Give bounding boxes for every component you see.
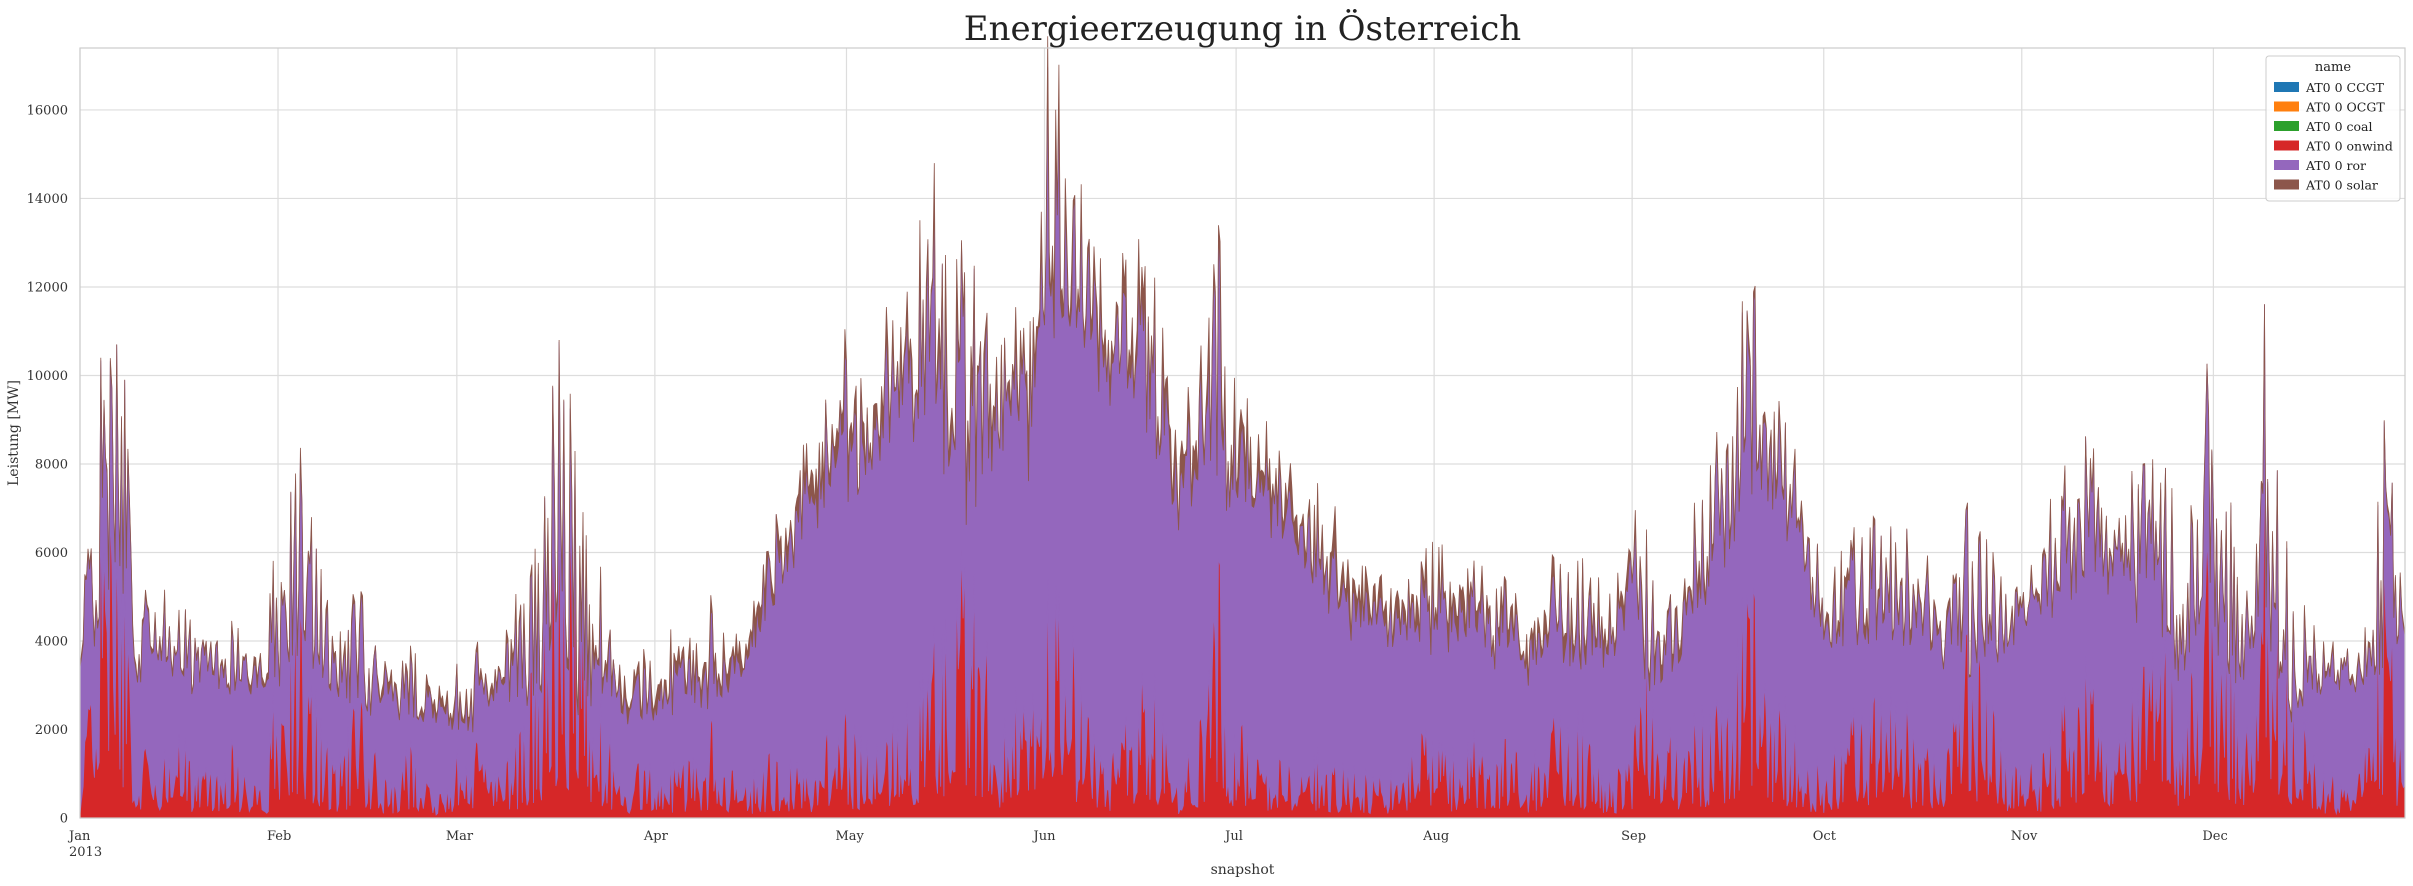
- legend-entry-label: AT0 0 coal: [2305, 119, 2373, 134]
- legend-swatch: [2274, 121, 2299, 131]
- legend-swatch: [2274, 140, 2299, 151]
- y-tick-label: 6000: [35, 546, 68, 561]
- legend-swatch: [2274, 82, 2299, 92]
- x-axis-label: snapshot: [1211, 862, 1275, 878]
- legend-entry-label: AT0 0 onwind: [2305, 139, 2393, 154]
- y-tick-label: 8000: [35, 457, 68, 472]
- x-tick-label: Aug: [1422, 829, 1449, 844]
- legend-box: [2265, 55, 2401, 202]
- x-tick-label: Mar: [446, 829, 474, 844]
- y-axis-ticks: 0 2000 4000 6000 8000 10000 12000 14000 16000: [27, 103, 68, 826]
- area-at0-0-ror: [79, 67, 2406, 816]
- y-tick-label: 10000: [27, 369, 68, 384]
- y-tick-label: 2000: [35, 723, 68, 738]
- x-tick-label: Oct: [1813, 829, 1837, 844]
- x-tick-label: Nov: [2011, 829, 2038, 844]
- x-tick-label: Jan: [67, 829, 91, 844]
- chart-title: Energieerzeugung in Österreich: [964, 8, 1521, 49]
- y-tick-label: 12000: [27, 280, 68, 295]
- x-tick-label: Feb: [267, 829, 291, 844]
- plot-frame: [79, 47, 2406, 819]
- y-tick-label: 4000: [35, 634, 68, 649]
- legend-entry-label: AT0 0 OCGT: [2305, 100, 2385, 115]
- x-tick-label: Jul: [1223, 829, 1243, 844]
- y-axis-label: Leistung [MW]: [6, 380, 22, 486]
- legend-entry-label: AT0 0 solar: [2305, 178, 2378, 193]
- y-tick-label: 16000: [27, 103, 68, 118]
- legend-swatch: [2274, 160, 2299, 170]
- legend-swatch: [2274, 179, 2299, 190]
- x-tick-label: Jun: [1031, 829, 1056, 844]
- legend-entry-label: AT0 0 ror: [2305, 158, 2366, 173]
- x-tick-label: Sep: [1621, 829, 1646, 844]
- x-tick-sublabel: 2013: [69, 845, 102, 860]
- y-tick-label: 14000: [27, 192, 68, 207]
- stacked-areas: [79, 36, 2406, 819]
- legend-entry-label: AT0 0 CCGT: [2305, 80, 2385, 95]
- x-tick-label: Apr: [643, 829, 669, 844]
- x-tick-label: Dec: [2202, 829, 2227, 844]
- legend-swatch: [2274, 101, 2299, 112]
- x-tick-label: May: [835, 829, 864, 844]
- legend-entries: AT0 0 CCGT AT0 0 OCGT AT0 0 coal AT0 0 onwi…: [2274, 80, 2393, 193]
- y-tick-label: 0: [60, 812, 68, 827]
- legend-title: name: [2315, 60, 2351, 75]
